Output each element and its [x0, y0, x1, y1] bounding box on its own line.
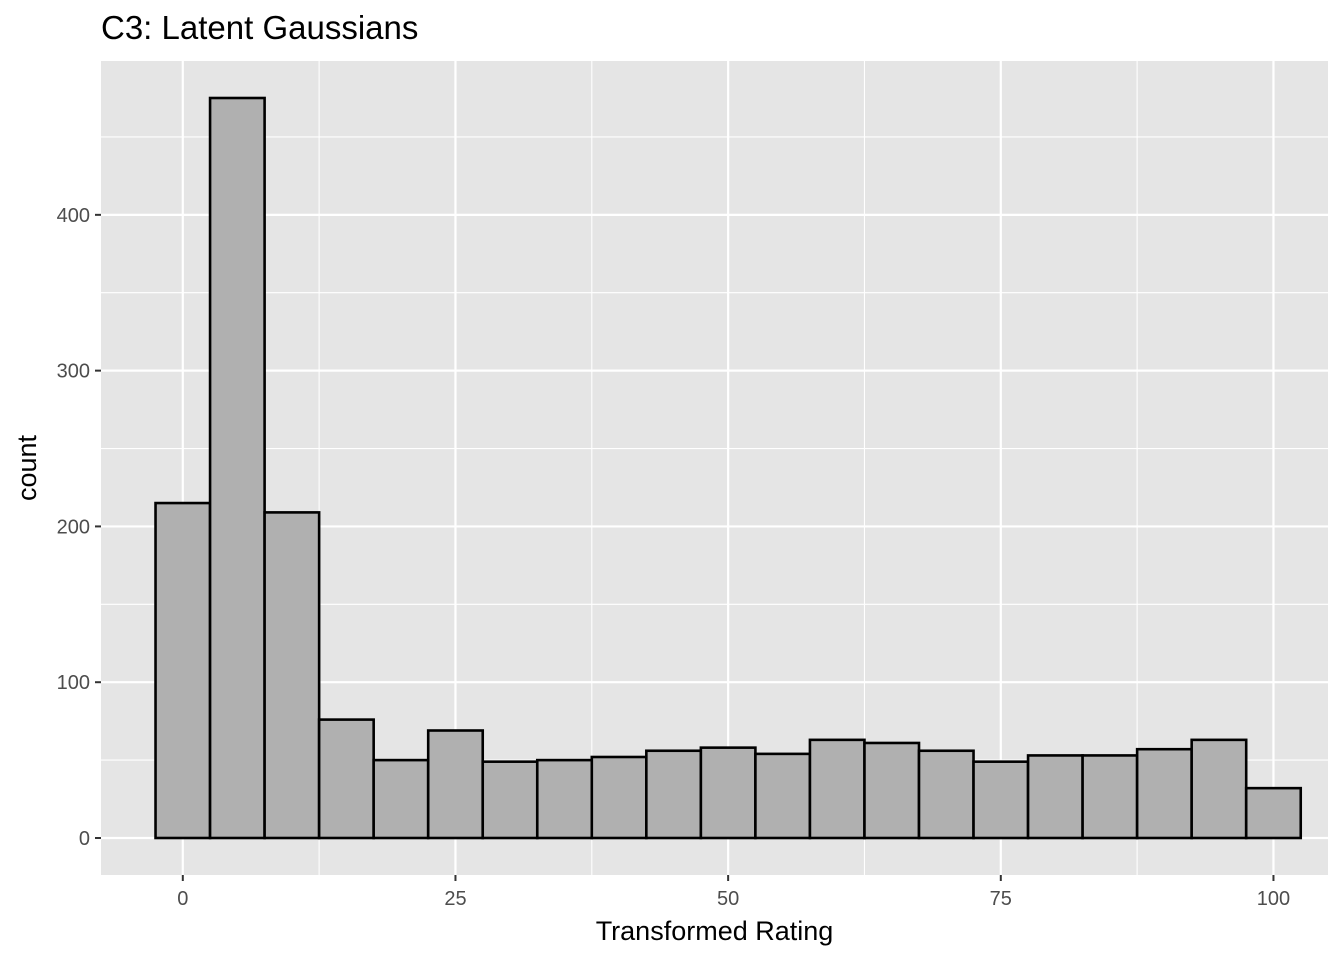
- histogram-bar: [917, 749, 975, 840]
- y-axis-ticks: 0 100 200 300 400: [57, 205, 101, 850]
- y-tick-label: 300: [57, 361, 90, 383]
- histogram-bar: [590, 755, 648, 840]
- histogram-bar: [808, 738, 866, 840]
- x-tick-label: 100: [1257, 888, 1290, 910]
- histogram-bar: [535, 758, 594, 840]
- y-tick-label: 200: [57, 516, 90, 538]
- y-axis-title: count: [12, 434, 42, 501]
- histogram-bar: [1081, 754, 1139, 840]
- x-tick-label: 0: [177, 888, 188, 910]
- y-tick-label: 0: [79, 828, 90, 850]
- histogram-bar: [481, 760, 539, 840]
- histogram-bar: [1135, 747, 1193, 840]
- histogram-bar: [863, 741, 921, 840]
- histogram-bar: [1026, 754, 1084, 840]
- x-tick-label: 50: [717, 888, 739, 910]
- histogram-bar: [426, 729, 485, 840]
- histogram-bar: [208, 96, 266, 840]
- histogram-bar: [645, 749, 703, 840]
- x-axis-ticks: 0 25 50 75 100: [177, 875, 1290, 910]
- histogram-bar: [263, 511, 321, 840]
- histogram-bar: [1190, 738, 1248, 840]
- x-tick-label: 75: [990, 888, 1012, 910]
- histogram-bars: [154, 96, 1303, 840]
- histogram-bar: [699, 746, 757, 840]
- histogram-bar: [1244, 786, 1303, 840]
- histogram-bar: [317, 718, 375, 840]
- histogram-bar: [372, 758, 430, 840]
- x-axis-title: Transformed Rating: [596, 916, 834, 946]
- histogram-bar: [972, 760, 1030, 840]
- chart-title: C3: Latent Gaussians: [101, 9, 418, 46]
- x-tick-label: 25: [444, 888, 466, 910]
- histogram-bar: [154, 501, 212, 840]
- histogram-bar: [754, 752, 812, 840]
- y-tick-label: 400: [57, 205, 90, 227]
- y-tick-label: 100: [57, 672, 90, 694]
